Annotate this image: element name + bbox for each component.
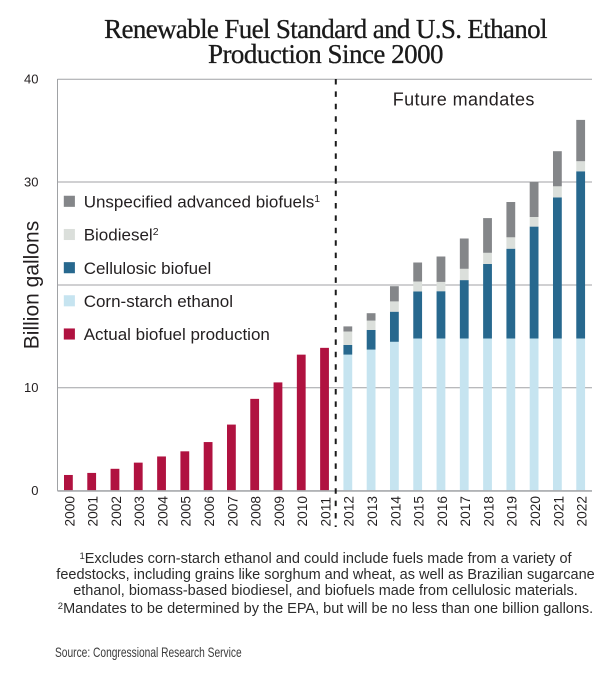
svg-text:2007: 2007 [225,496,240,526]
svg-text:2020: 2020 [528,496,543,527]
svg-text:2018: 2018 [481,496,496,527]
svg-text:30: 30 [24,174,38,189]
svg-text:2000: 2000 [62,496,77,527]
svg-text:2011: 2011 [318,497,333,526]
svg-text:2022: 2022 [575,496,590,526]
svg-text:2001: 2001 [86,496,101,526]
svg-text:Corn-starch ethanol: Corn-starch ethanol [84,292,233,311]
svg-text:2017: 2017 [458,496,473,526]
svg-text:2013: 2013 [365,496,380,527]
svg-text:2004: 2004 [155,496,170,527]
svg-text:2010: 2010 [295,496,310,527]
svg-text:2005: 2005 [179,496,194,527]
svg-text:2003: 2003 [132,496,147,527]
svg-text:Biodiesel2: Biodiesel2 [84,226,159,245]
svg-text:2008: 2008 [249,496,264,527]
svg-text:2015: 2015 [412,496,427,527]
svg-text:2016: 2016 [435,496,450,527]
svg-text:Future mandates: Future mandates [393,90,535,110]
svg-text:Actual biofuel production: Actual biofuel production [84,325,270,344]
svg-text:40: 40 [24,72,38,87]
svg-text:Unspecified advanced biofuels1: Unspecified advanced biofuels1 [84,192,321,211]
svg-text:2014: 2014 [388,496,403,527]
svg-text:2021: 2021 [551,496,566,526]
svg-text:2009: 2009 [272,496,287,526]
svg-text:10: 10 [24,380,38,395]
svg-text:Cellulosic biofuel: Cellulosic biofuel [84,259,212,278]
svg-text:2019: 2019 [505,496,520,526]
svg-text:2006: 2006 [202,496,217,527]
svg-text:0: 0 [31,483,38,498]
svg-text:2002: 2002 [109,496,124,526]
svg-text:Billion gallons: Billion gallons [21,221,44,349]
svg-text:2012: 2012 [342,496,357,526]
